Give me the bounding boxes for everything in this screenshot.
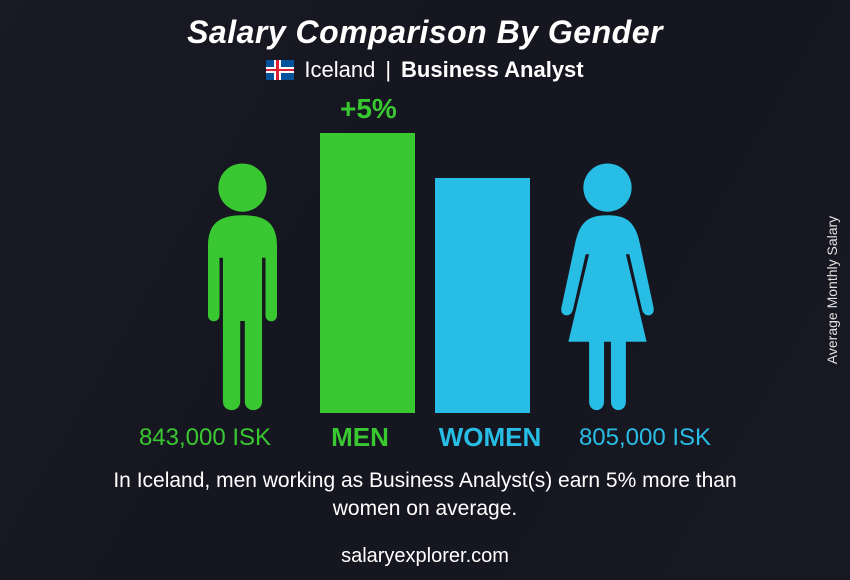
footer-attribution: salaryexplorer.com <box>0 545 850 568</box>
women-bar <box>435 178 530 413</box>
difference-label: +5% <box>340 93 397 125</box>
page-title: Salary Comparison By Gender <box>0 14 850 51</box>
labels-row: 843,000 ISK MEN WOMEN 805,000 ISK <box>105 422 745 453</box>
men-label: MEN <box>305 422 415 453</box>
description-text: In Iceland, men working as Business Anal… <box>0 453 850 524</box>
subtitle-row: Iceland | Business Analyst <box>0 57 850 83</box>
figures-row <box>185 133 665 413</box>
chart-area: +5% 843,000 ISK MEN WOMEN 805,000 ISK <box>0 93 850 453</box>
men-salary: 843,000 ISK <box>125 424 285 452</box>
women-label: WOMEN <box>435 422 545 453</box>
side-label-container: Average Monthly Salary <box>820 0 844 580</box>
men-bar <box>320 133 415 413</box>
side-axis-label: Average Monthly Salary <box>824 216 840 364</box>
job-title: Business Analyst <box>401 57 584 83</box>
iceland-flag-icon <box>266 60 294 80</box>
country-name: Iceland <box>304 57 375 83</box>
female-person-icon <box>550 153 665 413</box>
separator: | <box>385 57 391 83</box>
header: Salary Comparison By Gender Iceland | Bu… <box>0 0 850 83</box>
women-salary: 805,000 ISK <box>565 424 725 452</box>
male-person-icon <box>185 153 300 413</box>
